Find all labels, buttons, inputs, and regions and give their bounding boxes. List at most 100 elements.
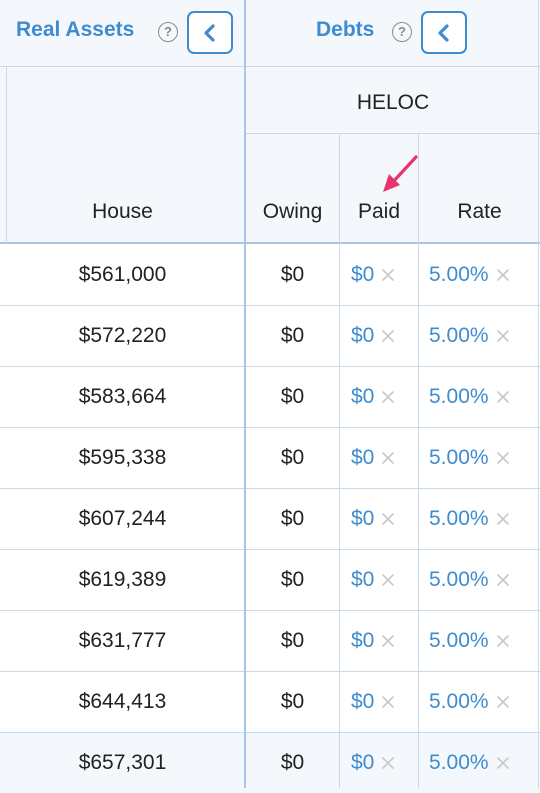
paid-value[interactable]: $0 (351, 689, 375, 713)
owing-value-cell: $0 (246, 549, 339, 610)
clear-paid-x-icon[interactable] (381, 268, 395, 282)
owing-value-cell: $0 (246, 366, 339, 427)
row-divider (0, 366, 540, 367)
table-row: $657,301 $0 $0 5.00% (0, 732, 540, 793)
paid-value[interactable]: $0 (351, 262, 375, 286)
clear-rate-x-icon[interactable] (496, 695, 510, 709)
grid-line (6, 67, 7, 243)
owing-value: $0 (280, 628, 305, 652)
real-assets-collapse-button[interactable] (187, 11, 233, 54)
house-value-cell: $619,389 (0, 549, 245, 610)
clear-paid-x-icon[interactable] (381, 329, 395, 343)
row-divider (0, 610, 540, 611)
house-value-cell: $583,664 (0, 366, 245, 427)
paid-input-cell[interactable]: $0 (340, 488, 429, 549)
owing-value-cell: $0 (246, 732, 339, 793)
grid-line (246, 133, 540, 134)
row-divider (0, 305, 540, 306)
clear-paid-x-icon[interactable] (381, 451, 395, 465)
owing-column-header[interactable]: Owing (262, 200, 323, 223)
house-column-header[interactable]: House (92, 200, 153, 223)
owing-value: $0 (280, 567, 305, 591)
rate-column-header[interactable]: Rate (457, 200, 502, 223)
paid-input-cell[interactable]: $0 (340, 305, 429, 366)
table-row: $583,664 $0 $0 5.00% (0, 366, 540, 427)
grid-line (418, 133, 419, 788)
house-value-cell: $561,000 (0, 244, 245, 305)
clear-rate-x-icon[interactable] (496, 756, 510, 770)
owing-value-cell: $0 (246, 488, 339, 549)
rate-value[interactable]: 5.00% (429, 262, 489, 286)
house-value: $657,301 (78, 750, 167, 774)
paid-value[interactable]: $0 (351, 567, 375, 591)
paid-input-cell[interactable]: $0 (340, 610, 429, 671)
owing-value-cell: $0 (246, 610, 339, 671)
rate-input-cell[interactable]: 5.00% (419, 732, 540, 793)
column-header-area (0, 67, 540, 243)
rate-input-cell[interactable]: 5.00% (419, 549, 540, 610)
owing-value-cell: $0 (246, 305, 339, 366)
rate-value[interactable]: 5.00% (429, 689, 489, 713)
clear-rate-x-icon[interactable] (496, 390, 510, 404)
clear-rate-x-icon[interactable] (496, 329, 510, 343)
paid-input-cell[interactable]: $0 (340, 366, 429, 427)
clear-rate-x-icon[interactable] (496, 634, 510, 648)
paid-value[interactable]: $0 (351, 323, 375, 347)
paid-input-cell[interactable]: $0 (340, 671, 429, 732)
clear-paid-x-icon[interactable] (381, 573, 395, 587)
rate-value[interactable]: 5.00% (429, 628, 489, 652)
house-value-cell: $657,301 (0, 732, 245, 793)
rate-input-cell[interactable]: 5.00% (419, 305, 540, 366)
clear-paid-x-icon[interactable] (381, 390, 395, 404)
annotation-arrow-icon (383, 155, 418, 192)
paid-value[interactable]: $0 (351, 384, 375, 408)
paid-input-cell[interactable]: $0 (340, 732, 429, 793)
rate-value[interactable]: 5.00% (429, 506, 489, 530)
clear-rate-x-icon[interactable] (496, 512, 510, 526)
rate-value[interactable]: 5.00% (429, 384, 489, 408)
paid-value[interactable]: $0 (351, 445, 375, 469)
clear-paid-x-icon[interactable] (381, 756, 395, 770)
owing-value-cell: $0 (246, 427, 339, 488)
rate-input-cell[interactable]: 5.00% (419, 488, 540, 549)
paid-value[interactable]: $0 (351, 506, 375, 530)
row-divider (0, 732, 540, 733)
owing-value: $0 (280, 445, 305, 469)
rate-value[interactable]: 5.00% (429, 323, 489, 347)
owing-value: $0 (280, 689, 305, 713)
debts-title: Debts (316, 18, 375, 41)
paid-value[interactable]: $0 (351, 750, 375, 774)
house-value-cell: $631,777 (0, 610, 245, 671)
owing-value-cell: $0 (246, 671, 339, 732)
paid-input-cell[interactable]: $0 (340, 427, 429, 488)
clear-paid-x-icon[interactable] (381, 512, 395, 526)
clear-paid-x-icon[interactable] (381, 695, 395, 709)
rate-input-cell[interactable]: 5.00% (419, 610, 540, 671)
real-assets-title: Real Assets (16, 18, 135, 41)
clear-rate-x-icon[interactable] (496, 268, 510, 282)
owing-value-cell: $0 (246, 244, 339, 305)
chevron-left-icon (204, 23, 215, 42)
clear-rate-x-icon[interactable] (496, 451, 510, 465)
debts-collapse-button[interactable] (421, 11, 467, 54)
rate-input-cell[interactable]: 5.00% (419, 366, 540, 427)
debts-help-icon[interactable]: ? (392, 22, 412, 42)
house-value: $561,000 (78, 262, 167, 286)
row-divider (0, 488, 540, 489)
paid-value[interactable]: $0 (351, 628, 375, 652)
house-value: $595,338 (78, 445, 167, 469)
rate-value[interactable]: 5.00% (429, 445, 489, 469)
rate-input-cell[interactable]: 5.00% (419, 427, 540, 488)
owing-value: $0 (280, 506, 305, 530)
rate-value[interactable]: 5.00% (429, 750, 489, 774)
row-divider (0, 549, 540, 550)
clear-paid-x-icon[interactable] (381, 634, 395, 648)
paid-column-header[interactable]: Paid (357, 200, 401, 223)
real-assets-help-icon[interactable]: ? (158, 22, 178, 42)
rate-value[interactable]: 5.00% (429, 567, 489, 591)
paid-input-cell[interactable]: $0 (340, 244, 429, 305)
rate-input-cell[interactable]: 5.00% (419, 244, 540, 305)
paid-input-cell[interactable]: $0 (340, 549, 429, 610)
clear-rate-x-icon[interactable] (496, 573, 510, 587)
rate-input-cell[interactable]: 5.00% (419, 671, 540, 732)
